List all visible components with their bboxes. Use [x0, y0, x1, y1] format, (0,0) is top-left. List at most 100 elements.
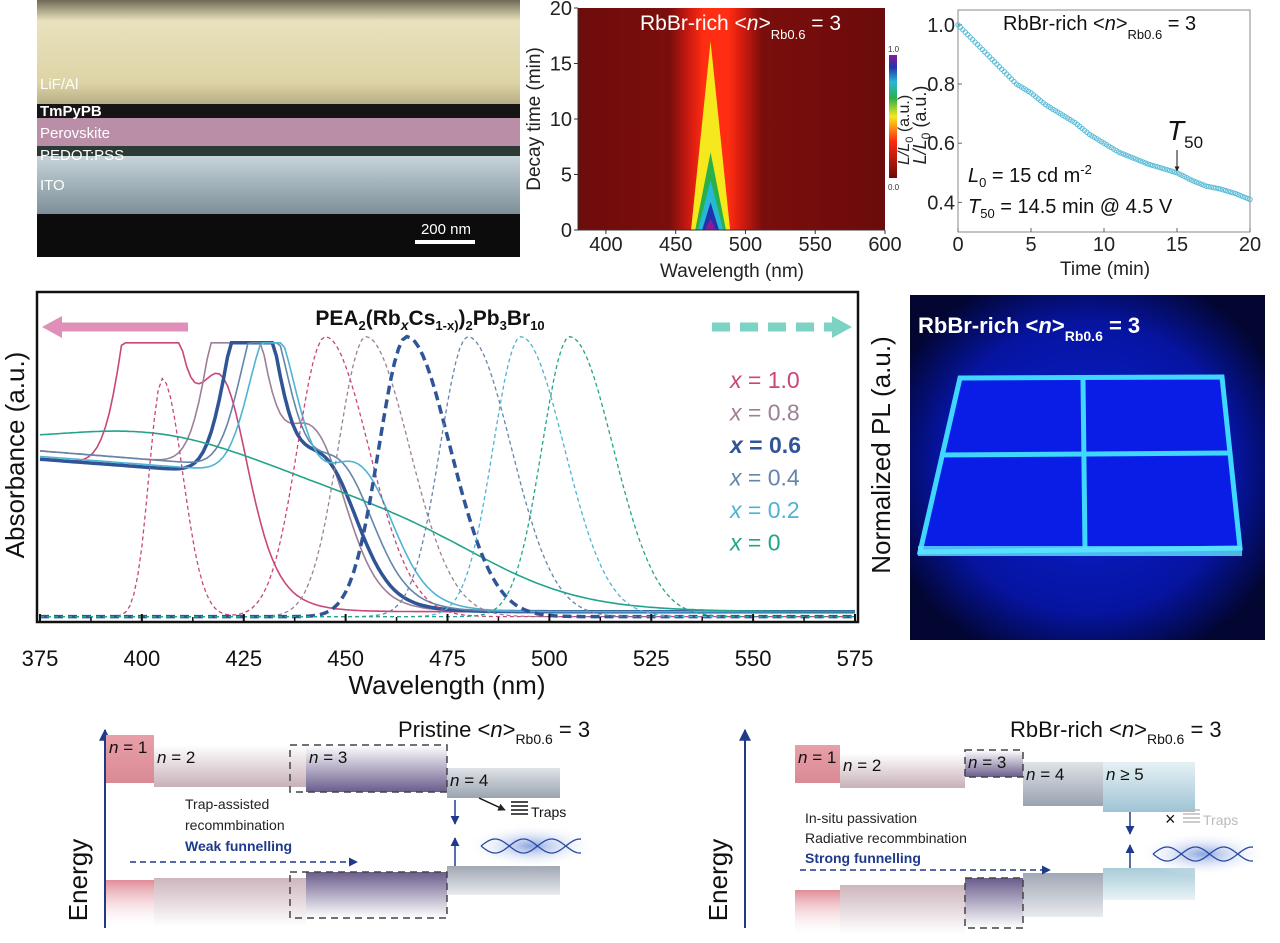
energy-level-upper — [1103, 762, 1195, 812]
level-label: n ≥ 5 — [1106, 765, 1144, 784]
diagram-title: Pristine <n>Rb0.6 = 3 — [398, 717, 590, 747]
energy-axis-label: Energy — [703, 839, 733, 921]
decay-data-point — [1125, 153, 1132, 159]
decay-y-tick: 0.8 — [927, 74, 955, 96]
wave-icon — [1152, 846, 1254, 862]
decay-data-point — [1240, 193, 1246, 200]
energy-diagram-pristine: Energy Pristine <n>Rb0.6 = 3 n = 1 n = 2 n =… — [63, 717, 596, 928]
t50-annotation: T50 — [1167, 115, 1203, 152]
decay-data-point — [1247, 196, 1253, 203]
decay-data-point — [1196, 180, 1202, 186]
layer-label-ito: ITO — [40, 177, 65, 194]
heatmap-title: RbBr-rich <n>Rb0.6 = 3 — [640, 12, 841, 42]
level-label: n = 4 — [1026, 765, 1064, 784]
colorbar-min: 0.0 — [888, 183, 900, 192]
decay-data-point — [1142, 160, 1149, 166]
legend-entry: x = 0 — [729, 530, 781, 556]
decay-data-point — [1225, 188, 1231, 195]
heatmap-x-tick: 450 — [659, 234, 692, 256]
decay-data-point — [1159, 165, 1166, 172]
decay-data-point — [1222, 187, 1229, 194]
level-label: n = 3 — [968, 753, 1006, 772]
decay-data-point — [1152, 163, 1158, 169]
layer-label-pedot: PEDOT:PSS — [40, 147, 124, 164]
level-label: n = 2 — [843, 756, 881, 775]
energy-diagram-rbbr-rich: Energy RbBr-rich <n>Rb0.6 = 3 n = 1 n = 2 n … — [703, 717, 1268, 934]
heatmap-y-tick: 10 — [550, 109, 572, 131]
t50-note: T50 = 14.5 min @ 4.5 V — [968, 196, 1173, 221]
scale-bar-label: 200 nm — [421, 221, 471, 238]
wave-icon — [480, 838, 582, 854]
decay-x-tick: 10 — [1093, 234, 1115, 256]
n3-highlight-box — [964, 749, 1024, 778]
energy-level-upper — [447, 768, 560, 798]
level-label: n = 3 — [309, 748, 347, 767]
energy-level-upper — [840, 753, 965, 788]
decay-data-point — [1130, 155, 1136, 161]
decay-data-point — [1137, 158, 1144, 164]
abs-x-tick: 500 — [531, 646, 568, 671]
decay-data-point — [1140, 159, 1146, 165]
energy-level-lower — [795, 890, 840, 934]
heatmap-y-tick: 5 — [561, 165, 572, 187]
decay-y-tick: 0.6 — [927, 133, 955, 155]
colorbar-max: 1.0 — [888, 45, 900, 54]
abs-y-label-left: Absorbance (a.u.) — [0, 352, 30, 559]
blocked-icon: × — [1165, 809, 1176, 829]
abs-x-tick: 425 — [225, 646, 262, 671]
decay-data-point — [1237, 192, 1243, 199]
decay-data-point — [1169, 168, 1175, 175]
description-line-2: recommbination — [185, 817, 285, 833]
decay-data-point — [1208, 184, 1214, 190]
layer-label-tmpypb: TmPyPB — [40, 103, 102, 120]
decay-data-point — [1145, 161, 1151, 167]
absorbance-curve — [39, 342, 855, 613]
traps-label: Traps — [1203, 812, 1238, 828]
level-label: n = 1 — [109, 738, 147, 757]
energy-level-lower — [840, 885, 965, 934]
abs-x-tick: 575 — [837, 646, 874, 671]
wave-icon — [1152, 846, 1254, 862]
decay-x-tick: 20 — [1239, 234, 1261, 256]
emission-glow — [1138, 832, 1268, 876]
energy-level-lower — [154, 878, 306, 926]
energy-level-lower — [1023, 873, 1103, 917]
n3-highlight-box — [964, 877, 1024, 929]
energy-level-lower — [965, 878, 1023, 928]
heatmap-chart: RbBr-rich <n>Rb0.6 = 3 1.0 0.0 L/L0 (a.u… — [524, 0, 916, 282]
description-line-2: Radiative recommbination — [805, 830, 967, 846]
heatmap-y-tick: 15 — [550, 54, 572, 76]
level-label: n = 1 — [798, 748, 836, 767]
energy-level-lower — [106, 880, 154, 926]
diagram-title: RbBr-rich <n>Rb0.6 = 3 — [1010, 717, 1222, 747]
abs-title: PEA2(RbxCs1-x))2Pb3Br10 — [315, 307, 544, 333]
decay-y-tick: 1.0 — [927, 15, 955, 37]
decay-data-point — [1154, 164, 1161, 170]
absorbance-pl-chart: 375 400 425 450 475 500 525 550 575 PEA2(RbxCs1-… — [0, 290, 896, 700]
decay-data-point — [1164, 167, 1170, 173]
trap-arrow — [478, 797, 506, 811]
decay-data-point — [1162, 166, 1168, 172]
heatmap-core — [691, 41, 731, 230]
heatmap-x-label: Wavelength (nm) — [660, 261, 804, 282]
heatmap-x-tick: 500 — [729, 234, 762, 256]
arrow-absorbance-head — [42, 316, 62, 338]
heatmap-x-tick: 600 — [868, 234, 901, 256]
funnelling-label: Strong funnelling — [805, 850, 921, 866]
heatmap-x-tick: 550 — [799, 234, 832, 256]
layer-label-perovskite: Perovskite — [40, 125, 110, 142]
abs-x-tick: 400 — [124, 646, 161, 671]
traps-label: Traps — [531, 804, 566, 820]
decay-data-point — [1132, 156, 1139, 162]
abs-x-tick: 525 — [633, 646, 670, 671]
scale-bar — [415, 240, 475, 244]
decay-data-point — [1232, 190, 1239, 197]
decay-data-point — [1147, 161, 1153, 168]
heatmap-y-tick: 0 — [561, 220, 572, 242]
pl-curve — [40, 335, 855, 618]
decay-x-tick: 0 — [952, 234, 963, 256]
decay-data-point — [1218, 186, 1224, 192]
level-label: n = 4 — [450, 771, 488, 790]
energy-level-upper — [1023, 762, 1103, 806]
